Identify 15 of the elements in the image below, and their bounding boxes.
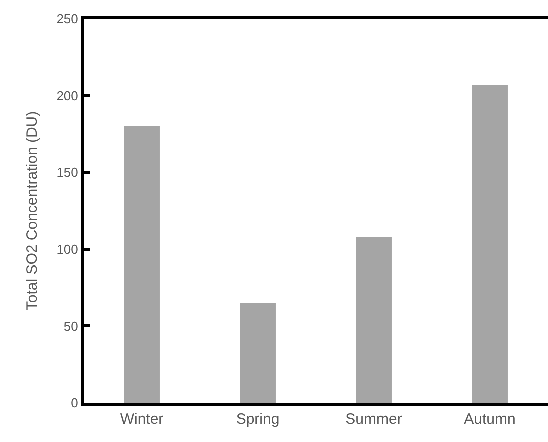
y-tick-label: 0 — [71, 396, 78, 411]
bar — [356, 237, 392, 403]
x-tick-label: Autumn — [464, 411, 516, 428]
y-tick-label: 200 — [56, 88, 78, 104]
y-tick-label: 250 — [56, 12, 78, 27]
x-tick-label: Winter — [120, 411, 164, 428]
y-tick-label: 50 — [64, 318, 78, 334]
y-tick-label: 150 — [56, 165, 78, 180]
x-tick-label: Spring — [236, 411, 280, 428]
bar — [472, 85, 508, 403]
x-tick-label: Summer — [346, 411, 402, 428]
y-axis-title: Total SO2 Concentration (DU) — [24, 111, 41, 311]
y-tick-label: 100 — [56, 242, 78, 257]
bar — [124, 126, 160, 403]
bar — [240, 303, 276, 403]
